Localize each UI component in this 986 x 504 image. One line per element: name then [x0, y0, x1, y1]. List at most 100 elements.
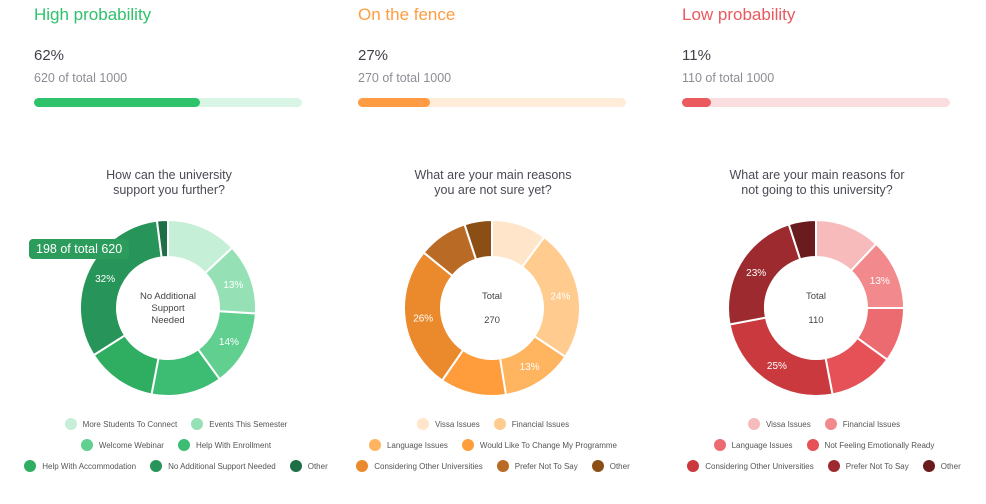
- chart-question: What are your main reasons for not going…: [682, 168, 952, 198]
- slice-label: 13%: [223, 280, 243, 291]
- legend-label: Considering Other Universities: [705, 461, 814, 471]
- question-line: you are not sure yet?: [434, 183, 552, 197]
- slice-label: 13%: [870, 276, 890, 287]
- legend-row: Language Issues Not Feeling Emotionally R…: [664, 439, 984, 451]
- legend-item[interactable]: No Additional Support Needed: [150, 460, 276, 472]
- legend-swatch: [496, 460, 509, 472]
- legend-label: Other: [307, 461, 328, 471]
- donut-center-label: No Additional: [140, 291, 196, 302]
- legend-item[interactable]: Help With Accommodation: [24, 460, 136, 472]
- legend-label: Prefer Not To Say: [514, 461, 578, 471]
- legend-item[interactable]: Considering Other Universities: [687, 460, 814, 472]
- panel-title: High probability: [34, 5, 152, 24]
- legend-item[interactable]: Language Issues: [713, 439, 793, 451]
- question-line: How can the university: [106, 168, 232, 182]
- slice-label: 32%: [95, 274, 115, 285]
- legend-item[interactable]: Would Like To Change My Programme: [461, 439, 617, 451]
- legend-item[interactable]: Help With Enrollment: [177, 439, 272, 451]
- legend-item[interactable]: Prefer Not To Say: [827, 460, 909, 472]
- legend-row: Vissa Issues Financial Issues: [664, 418, 984, 430]
- legend-item[interactable]: Welcome Webinar: [80, 439, 164, 451]
- donut-slice[interactable]: [728, 316, 834, 397]
- legend-label: Welcome Webinar: [98, 440, 164, 450]
- progress-track: [358, 98, 626, 107]
- legend-label: Prefer Not To Say: [845, 461, 909, 471]
- legend-swatch: [191, 418, 204, 430]
- question-line: What are your main reasons: [414, 168, 572, 182]
- donut-slice[interactable]: [463, 218, 493, 261]
- legend-item[interactable]: Other: [591, 460, 630, 472]
- legend-item[interactable]: Events This Semester: [191, 418, 287, 430]
- legend-label: Help With Accommodation: [42, 461, 137, 471]
- legend-swatch: [177, 439, 190, 451]
- panel-high-probability: High probability 62% 620 of total 1000 H…: [24, 0, 354, 504]
- legend-row: Help With Accommodation No Additional Sup…: [16, 460, 336, 472]
- donut-chart[interactable]: 24% 13% 26% Total 270: [392, 208, 592, 408]
- legend-label: Other: [940, 461, 961, 471]
- percent-value: 11%: [682, 47, 711, 64]
- donut-slice[interactable]: [787, 218, 817, 261]
- legend-swatch: [289, 460, 302, 472]
- slice-label: 25%: [767, 361, 787, 372]
- percent-value: 62%: [34, 47, 65, 64]
- legend-item[interactable]: Other: [922, 460, 961, 472]
- count-subtitle: 620 of total 1000: [34, 71, 128, 85]
- legend-item[interactable]: More Students To Connect: [64, 418, 178, 430]
- progress-track: [34, 98, 302, 107]
- donut-slice[interactable]: [155, 218, 169, 259]
- legend-label: Vissa Issues: [434, 419, 480, 429]
- question-line: What are your main reasons for: [729, 168, 905, 182]
- donut-center-label: Support: [151, 303, 185, 314]
- legend-swatch: [150, 460, 163, 472]
- legend-swatch: [64, 418, 77, 430]
- legend-swatch: [493, 418, 506, 430]
- count-subtitle: 110 of total 1000: [682, 71, 775, 85]
- legend-item[interactable]: Prefer Not To Say: [496, 460, 578, 472]
- legend-item[interactable]: Financial Issues: [493, 418, 570, 430]
- legend-row: Considering Other Universities Prefer Not…: [333, 460, 653, 472]
- slice-label: 26%: [413, 313, 433, 324]
- legend-row: Welcome Webinar Help With Enrollment: [16, 439, 336, 451]
- legend-label: Vissa Issues: [765, 419, 811, 429]
- legend-item[interactable]: Vissa Issues: [747, 418, 811, 430]
- legend-label: Events This Semester: [209, 419, 288, 429]
- legend-swatch: [827, 460, 840, 472]
- legend-item[interactable]: Other: [289, 460, 328, 472]
- chart-question: How can the university support you furth…: [34, 168, 304, 198]
- legend-swatch: [922, 460, 935, 472]
- slice-label: 14%: [219, 337, 239, 348]
- progress-fill: [34, 98, 201, 107]
- legend-label: More Students To Connect: [82, 419, 178, 429]
- progress-fill: [682, 98, 712, 107]
- legend-label: Considering Other Universities: [374, 461, 483, 471]
- legend-swatch: [368, 439, 381, 451]
- legend-item[interactable]: Financial Issues: [824, 418, 901, 430]
- legend-row: Language Issues Would Like To Change My P…: [333, 439, 653, 451]
- question-line: support you further?: [113, 183, 225, 197]
- legend-swatch: [591, 460, 604, 472]
- donut-center-label: Needed: [151, 315, 184, 326]
- legend-swatch: [416, 418, 429, 430]
- legend-item[interactable]: Language Issues: [368, 439, 448, 451]
- donut-center-label: 270: [484, 315, 500, 326]
- legend-label: Not Feeling Emotionally Ready: [824, 440, 935, 450]
- legend-label: Financial Issues: [511, 419, 570, 429]
- legend-swatch: [80, 439, 93, 451]
- legend-swatch: [713, 439, 726, 451]
- question-line: not going to this university?: [741, 183, 893, 197]
- panel-title: On the fence: [358, 5, 456, 24]
- legend-swatch: [806, 439, 819, 451]
- legend-label: Help With Enrollment: [195, 440, 272, 450]
- legend-swatch: [461, 439, 474, 451]
- percent-value: 27%: [358, 47, 389, 64]
- legend-swatch: [687, 460, 700, 472]
- legend-label: Financial Issues: [842, 419, 901, 429]
- legend-label: No Additional Support Needed: [168, 461, 276, 471]
- legend-item[interactable]: Considering Other Universities: [356, 460, 483, 472]
- legend-item[interactable]: Not Feeling Emotionally Ready: [806, 439, 935, 451]
- legend-swatch: [747, 418, 760, 430]
- panel-low-probability: Low probability 11% 110 of total 1000 Wh…: [682, 0, 986, 504]
- legend-item[interactable]: Vissa Issues: [416, 418, 480, 430]
- donut-chart[interactable]: 13% 25% 23% Total 110: [716, 208, 916, 408]
